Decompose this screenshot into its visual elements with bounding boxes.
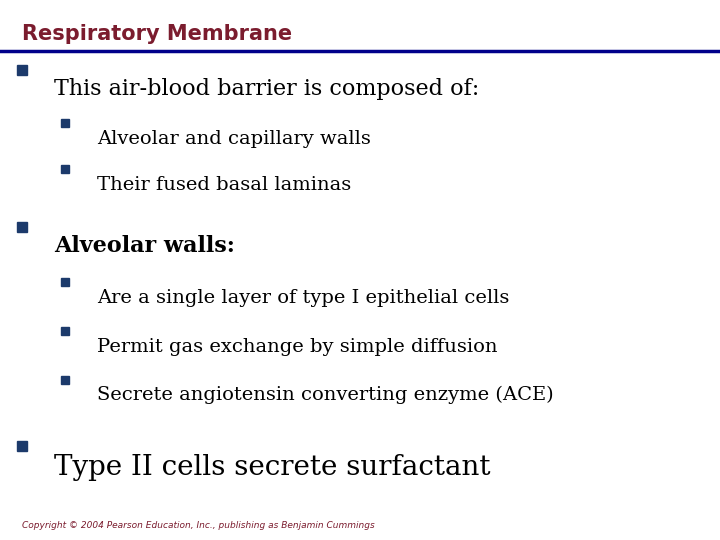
Text: Respiratory Membrane: Respiratory Membrane	[22, 24, 292, 44]
Text: Type II cells secrete surfactant: Type II cells secrete surfactant	[54, 454, 490, 481]
Text: Alveolar and capillary walls: Alveolar and capillary walls	[97, 130, 371, 147]
Text: Secrete angiotensin converting enzyme (ACE): Secrete angiotensin converting enzyme (A…	[97, 386, 554, 404]
Text: Alveolar walls:: Alveolar walls:	[54, 235, 235, 257]
Text: This air-blood barrier is composed of:: This air-blood barrier is composed of:	[54, 78, 480, 100]
Text: Their fused basal laminas: Their fused basal laminas	[97, 176, 351, 193]
Text: Are a single layer of type I epithelial cells: Are a single layer of type I epithelial …	[97, 289, 510, 307]
Text: Copyright © 2004 Pearson Education, Inc., publishing as Benjamin Cummings: Copyright © 2004 Pearson Education, Inc.…	[22, 521, 374, 530]
Text: Permit gas exchange by simple diffusion: Permit gas exchange by simple diffusion	[97, 338, 498, 355]
